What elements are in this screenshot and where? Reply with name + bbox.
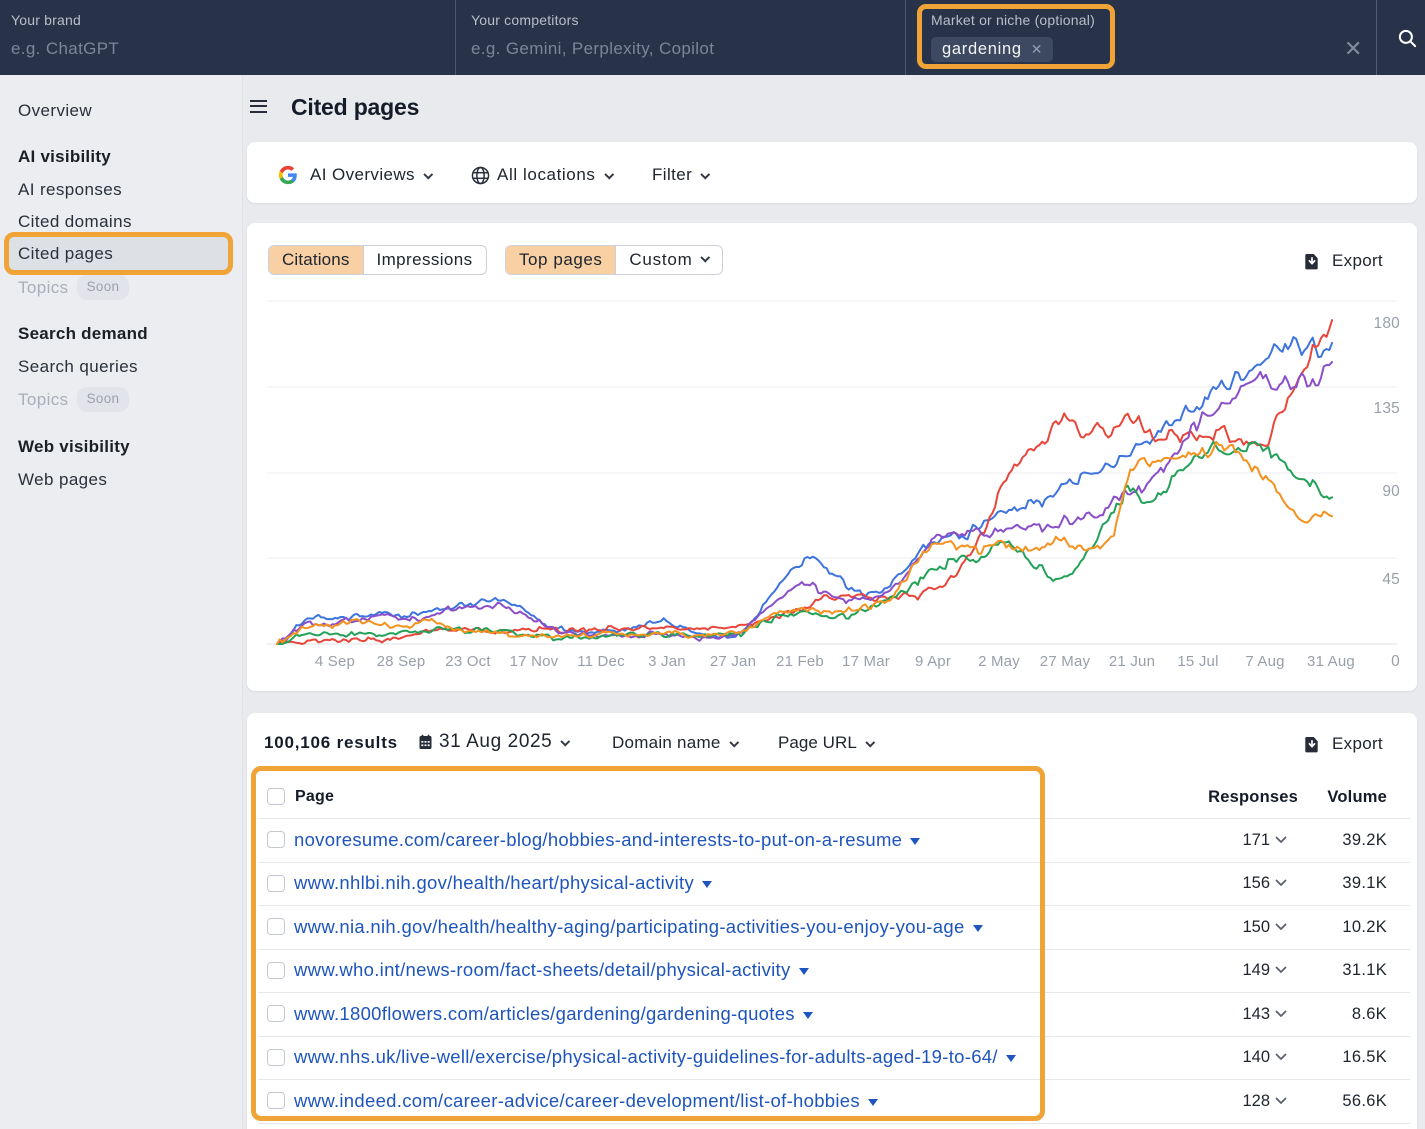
svg-text:28 Sep: 28 Sep — [377, 653, 426, 670]
svg-text:27 May: 27 May — [1040, 653, 1091, 670]
svg-text:7 Aug: 7 Aug — [1245, 653, 1284, 670]
svg-text:4 Sep: 4 Sep — [315, 653, 355, 670]
svg-text:9 Apr: 9 Apr — [915, 653, 951, 670]
svg-text:21 Feb: 21 Feb — [776, 653, 824, 670]
svg-text:180: 180 — [1374, 315, 1401, 332]
svg-text:31 Aug: 31 Aug — [1307, 653, 1355, 670]
svg-text:2 May: 2 May — [978, 653, 1020, 670]
svg-text:17 Nov: 17 Nov — [510, 653, 559, 670]
svg-text:0: 0 — [1391, 653, 1400, 670]
svg-text:3 Jan: 3 Jan — [648, 653, 686, 670]
svg-text:23 Oct: 23 Oct — [445, 653, 491, 670]
svg-text:135: 135 — [1374, 400, 1400, 417]
svg-text:90: 90 — [1382, 483, 1400, 500]
svg-text:45: 45 — [1382, 571, 1400, 588]
svg-text:15 Jul: 15 Jul — [1177, 653, 1218, 670]
svg-text:17 Mar: 17 Mar — [842, 653, 890, 670]
svg-text:11 Dec: 11 Dec — [577, 653, 625, 670]
svg-text:21 Jun: 21 Jun — [1109, 653, 1155, 670]
svg-text:27 Jan: 27 Jan — [710, 653, 756, 670]
